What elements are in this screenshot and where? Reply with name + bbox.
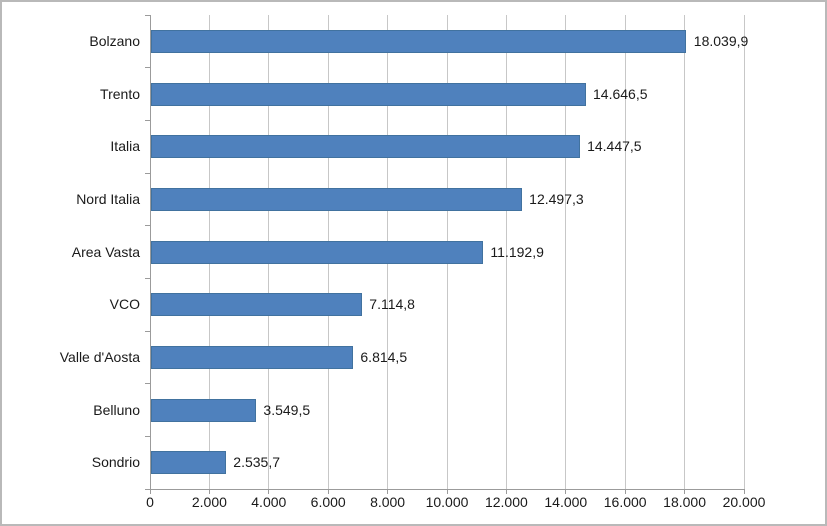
category-label: VCO bbox=[109, 296, 140, 313]
value-label: 14.447,5 bbox=[587, 138, 642, 155]
x-tick-label: 2.000 bbox=[191, 494, 227, 510]
bar bbox=[150, 240, 483, 264]
x-tick-label: 0 bbox=[146, 494, 154, 510]
value-label: 14.646,5 bbox=[593, 85, 648, 102]
x-tick-label: 8.000 bbox=[370, 494, 406, 510]
x-axis-tick bbox=[268, 489, 270, 494]
value-label: 11.192,9 bbox=[490, 243, 544, 260]
bar bbox=[150, 135, 580, 159]
bar bbox=[150, 345, 353, 369]
y-axis-tick bbox=[145, 435, 150, 437]
category-label: Nord Italia bbox=[76, 191, 140, 207]
bar bbox=[150, 29, 687, 53]
x-axis-tick bbox=[446, 489, 448, 494]
x-axis-tick bbox=[684, 489, 686, 494]
x-axis-tick bbox=[505, 489, 507, 494]
x-tick-label: 18.000 bbox=[663, 494, 706, 510]
category-label: Area Vasta bbox=[71, 243, 140, 260]
x-tick-label: 16.000 bbox=[603, 494, 647, 510]
x-axis-tick bbox=[565, 489, 567, 494]
x-axis-tick bbox=[624, 489, 626, 494]
x-axis-tick bbox=[149, 489, 151, 494]
x-axis-tick bbox=[387, 489, 389, 494]
y-axis-tick bbox=[145, 14, 150, 16]
category-label: Belluno bbox=[93, 401, 140, 418]
x-tick-label: 12.000 bbox=[484, 494, 528, 510]
value-label: 18.039,9 bbox=[693, 33, 749, 49]
x-tick-label: 6.000 bbox=[310, 494, 346, 510]
y-axis bbox=[149, 15, 151, 489]
y-axis-tick bbox=[145, 119, 150, 121]
gridline bbox=[565, 15, 567, 489]
bar bbox=[150, 398, 256, 422]
category-label: Valle d'Aosta bbox=[59, 349, 140, 365]
value-label: 6.814,5 bbox=[360, 349, 408, 365]
y-axis-tick bbox=[145, 172, 150, 174]
y-axis-tick bbox=[145, 383, 150, 385]
bar bbox=[150, 451, 226, 475]
gridline bbox=[505, 15, 507, 489]
x-axis-tick bbox=[743, 489, 745, 494]
value-label: 3.549,5 bbox=[263, 401, 311, 418]
x-axis bbox=[150, 489, 744, 490]
x-tick-label: 4.000 bbox=[251, 494, 287, 510]
x-tick-label: 10.000 bbox=[425, 494, 469, 510]
y-axis-tick bbox=[145, 225, 150, 227]
gridline bbox=[743, 15, 745, 489]
gridline bbox=[684, 15, 686, 489]
x-axis-tick bbox=[208, 489, 210, 494]
y-axis-tick bbox=[145, 330, 150, 332]
y-axis-tick bbox=[145, 67, 150, 69]
category-label: Trento bbox=[100, 85, 140, 102]
value-label: 7.114,8 bbox=[369, 296, 415, 313]
bar bbox=[150, 187, 522, 211]
y-axis-tick bbox=[145, 277, 150, 279]
category-label: Italia bbox=[110, 138, 140, 155]
y-axis-tick bbox=[145, 488, 150, 490]
category-label: Sondrio bbox=[91, 454, 140, 471]
x-tick-label: 14.000 bbox=[544, 494, 588, 510]
x-tick-label: 20.000 bbox=[722, 494, 766, 510]
category-label: Bolzano bbox=[89, 33, 140, 49]
x-axis-tick bbox=[327, 489, 329, 494]
value-label: 12.497,3 bbox=[529, 191, 584, 207]
gridline bbox=[624, 15, 626, 489]
bar bbox=[150, 293, 362, 317]
bar bbox=[150, 82, 586, 106]
value-label: 2.535,7 bbox=[233, 454, 281, 471]
